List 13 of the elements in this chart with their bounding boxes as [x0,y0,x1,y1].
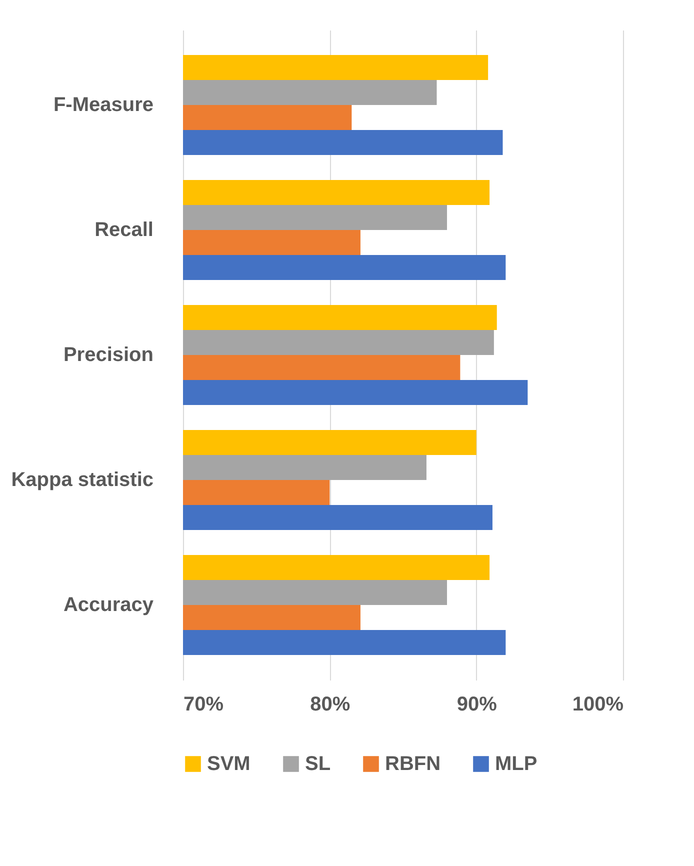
y-tick-label: Recall [94,219,154,241]
x-tick-label: 70% [184,694,224,716]
y-tick-label: Kappa statistic [11,469,154,491]
x-tick-label: 100% [572,694,624,716]
x-tick-label: 80% [310,694,350,716]
legend-label: MLP [495,753,538,775]
y-tick-label: Precision [63,344,154,366]
legend-label: SVM [207,753,250,775]
legend-label: SL [305,753,331,775]
y-tick-label: F-Measure [53,94,154,116]
x-tick-label: 90% [456,694,498,716]
y-tick-label: Accuracy [63,594,154,616]
legend-label: RBFN [385,753,441,775]
